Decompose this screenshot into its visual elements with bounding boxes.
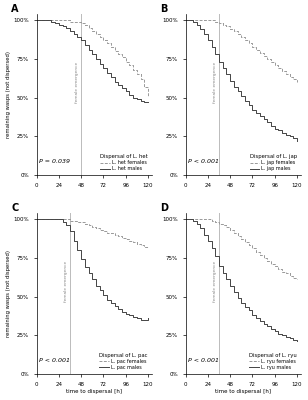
Text: C: C (11, 203, 18, 213)
Text: P < 0.001: P < 0.001 (39, 358, 71, 363)
X-axis label: time to dispersal [h]: time to dispersal [h] (215, 390, 271, 394)
Text: P < 0.001: P < 0.001 (188, 159, 219, 164)
Legend: L. het females, L. het males: L. het females, L. het males (99, 153, 149, 173)
X-axis label: time to dispersal [h]: time to dispersal [h] (66, 390, 122, 394)
Text: female emergence: female emergence (213, 260, 217, 302)
Text: P < 0.001: P < 0.001 (188, 358, 219, 363)
Legend: L. pac females, L. pac males: L. pac females, L. pac males (98, 352, 149, 372)
Legend: L. ryu females, L. ryu males: L. ryu females, L. ryu males (248, 352, 298, 372)
Text: D: D (160, 203, 168, 213)
Text: B: B (160, 4, 168, 14)
Text: female emergence: female emergence (213, 62, 217, 103)
Y-axis label: remaining wasps (not dispersed): remaining wasps (not dispersed) (6, 250, 10, 337)
Text: P = 0.039: P = 0.039 (39, 159, 71, 164)
Y-axis label: remaining wasps (not dispersed): remaining wasps (not dispersed) (6, 51, 10, 138)
Legend: L. jap females, L. jap males: L. jap females, L. jap males (248, 153, 298, 173)
Text: female emergence: female emergence (75, 62, 79, 103)
Text: female emergence: female emergence (64, 260, 68, 302)
Text: A: A (11, 4, 19, 14)
